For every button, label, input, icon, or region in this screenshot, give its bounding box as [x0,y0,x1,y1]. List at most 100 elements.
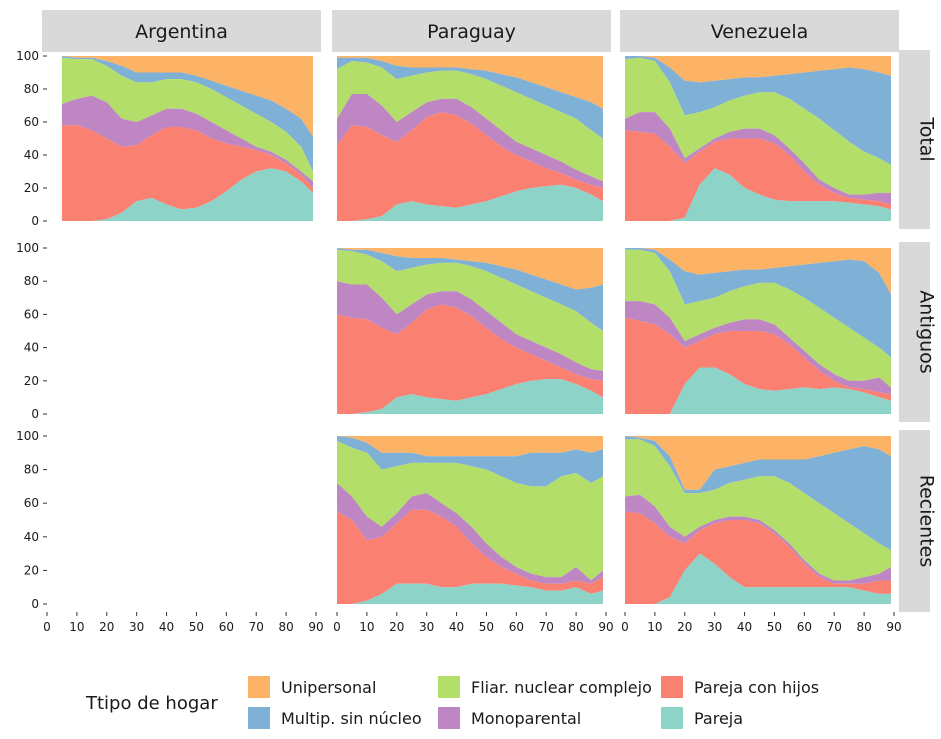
y-tick-label-antiguos: 20 [24,374,39,388]
row-strips: Total Antiguos Recientes [899,50,938,612]
area-monoparental-paraguay-total [337,94,603,188]
strip-recientes [899,430,930,612]
strip-paraguay [332,10,611,52]
y-tick-label-recientes: 40 [24,530,39,544]
legend-label-pareja-hijos: Pareja con hijos [694,678,819,697]
area-pareja-hijos-venezuela-recientes [625,511,891,604]
area-unipersonal-venezuela-total [625,56,891,83]
y-tick-label-total: 20 [24,181,39,195]
area-complejo-paraguay-total [337,61,603,182]
strip-total [899,50,930,229]
x-tick-label-paraguay: 70 [539,620,554,634]
x-tick-label-argentina: 40 [159,620,174,634]
x-tick-label-argentina: 80 [278,620,293,634]
y-tick-label-antiguos: 100 [16,241,39,255]
area-unipersonal-paraguay-antiguos [337,248,603,290]
y-tick-label-recientes: 100 [16,429,39,443]
area-multip-paraguay-recientes [337,436,603,487]
x-tick-label-argentina: 20 [99,620,114,634]
panel-paraguay-recientes [337,436,603,604]
strip-venezuela [620,10,899,52]
legend-swatch-monoparental [438,707,460,729]
panel-venezuela-total [625,56,891,221]
strip-argentina [42,10,321,52]
x-tick-label-argentina: 0 [43,620,51,634]
x-tick-label-paraguay: 30 [419,620,434,634]
legend-label-pareja: Pareja [694,709,743,728]
area-unipersonal-venezuela-recientes [625,436,891,490]
area-pareja-hijos-argentina-total [61,125,314,221]
area-unipersonal-venezuela-antiguos [625,248,891,295]
area-pareja-venezuela-recientes [625,553,891,604]
area-complejo-venezuela-recientes [625,439,891,581]
y-tick-label-antiguos: 60 [24,307,39,321]
area-multip-argentina-total [61,56,314,172]
area-complejo-venezuela-antiguos [625,249,891,388]
x-tick-label-argentina: 90 [308,620,323,634]
area-pareja-paraguay-total [337,184,603,221]
legend-label-multip: Multip. sin núcleo [281,709,422,728]
panel-venezuela-antiguos [625,248,891,414]
y-tick-label-total: 40 [24,148,39,162]
panel-paraguay-antiguos [337,248,603,414]
x-tick-label-venezuela: 90 [886,620,901,634]
x-tick-label-paraguay: 80 [568,620,583,634]
legend-swatch-complejo [438,676,460,698]
area-complejo-argentina-total [61,57,314,182]
y-tick-label-recientes: 20 [24,563,39,577]
area-pareja-hijos-paraguay-recientes [337,509,603,604]
y-tick-label-total: 100 [16,49,39,63]
x-tick-label-argentina: 50 [189,620,204,634]
x-tick-label-venezuela: 20 [677,620,692,634]
x-tick-label-venezuela: 10 [647,620,662,634]
legend-label-complejo: Fliar. nuclear complejo [471,678,652,697]
strip-label-argentina: Argentina [135,21,228,43]
legend-swatch-pareja [661,707,683,729]
x-tick-label-argentina: 30 [129,620,144,634]
area-unipersonal-argentina-total [61,56,314,137]
area-monoparental-venezuela-antiguos [625,301,891,395]
area-unipersonal-paraguay-total [337,56,603,109]
x-tick-label-argentina: 70 [249,620,264,634]
y-tick-label-antiguos: 80 [24,274,39,288]
y-tick-label-recientes: 0 [31,597,39,611]
legend-swatch-multip [248,707,270,729]
area-monoparental-venezuela-recientes [625,494,891,584]
area-monoparental-paraguay-antiguos [337,281,603,381]
area-monoparental-venezuela-total [625,112,891,205]
x-tick-label-paraguay: 50 [479,620,494,634]
area-multip-venezuela-antiguos [625,248,891,358]
legend-title: Ttipo de hogar [85,693,218,714]
x-tick-label-paraguay: 20 [389,620,404,634]
strip-label-venezuela: Venezuela [711,21,809,43]
y-tick-label-total: 0 [31,214,39,228]
y-tick-label-recientes: 60 [24,496,39,510]
legend-label-unipersonal: Unipersonal [281,678,376,697]
y-tick-label-recientes: 80 [24,463,39,477]
area-unipersonal-paraguay-recientes [337,436,603,457]
x-tick-label-venezuela: 40 [737,620,752,634]
panel-venezuela-recientes [625,436,891,604]
area-complejo-paraguay-antiguos [337,249,603,371]
x-tick-label-paraguay: 10 [359,620,374,634]
x-tick-label-paraguay: 90 [598,620,613,634]
legend: Ttipo de hogar Unipersonal Multip. sin nú… [85,676,819,729]
strip-label-recientes: Recientes [916,475,938,568]
strip-label-total: Total [916,116,938,161]
area-pareja-argentina-total [61,168,314,221]
area-multip-venezuela-total [625,56,891,165]
x-tick-label-venezuela: 70 [827,620,842,634]
legend-swatch-pareja-hijos [661,676,683,698]
area-multip-paraguay-antiguos [337,248,603,331]
x-tick-label-argentina: 60 [219,620,234,634]
column-strips: Argentina Paraguay Venezuela [42,10,899,52]
x-tick-label-venezuela: 30 [707,620,722,634]
x-tick-label-paraguay: 40 [449,620,464,634]
x-tick-label-paraguay: 0 [333,620,341,634]
area-pareja-hijos-venezuela-total [625,130,891,221]
x-tick-label-venezuela: 60 [797,620,812,634]
y-tick-label-antiguos: 40 [24,341,39,355]
area-pareja-hijos-paraguay-total [337,112,603,221]
x-tick-label-paraguay: 60 [509,620,524,634]
x-tick-label-venezuela: 50 [767,620,782,634]
